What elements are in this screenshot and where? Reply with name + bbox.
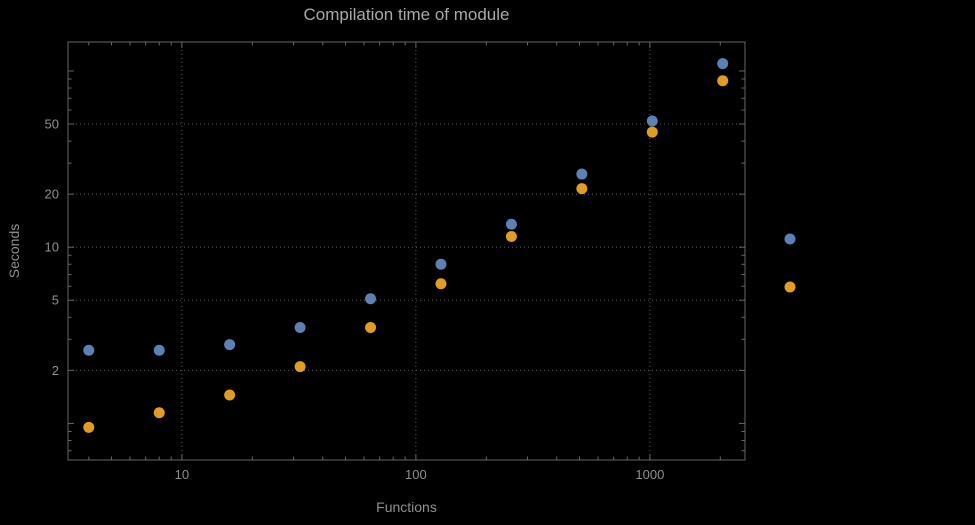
data-point-blue <box>505 218 517 230</box>
data-point-blue <box>83 344 95 356</box>
data-point-blue <box>365 293 377 305</box>
data-point-orange <box>646 126 658 138</box>
chart-title: Compilation time of module <box>303 5 510 24</box>
y-tick-label: 2 <box>52 363 59 378</box>
data-point-orange <box>435 278 447 290</box>
data-point-orange <box>153 407 165 419</box>
data-point-orange <box>576 183 588 195</box>
legend-marker-blue <box>784 233 796 245</box>
tick-labels: 10 100 1000 2 5 10 20 50 <box>45 117 665 482</box>
y-tick-label: 5 <box>52 293 59 308</box>
series-orange <box>83 75 729 433</box>
x-tick-label: 10 <box>175 467 189 482</box>
plot-frame <box>67 41 746 461</box>
x-tick-label: 100 <box>405 467 427 482</box>
legend-marker-orange <box>784 281 796 293</box>
data-point-orange <box>83 421 95 433</box>
data-point-blue <box>224 339 236 351</box>
data-point-orange <box>224 389 236 401</box>
data-point-blue <box>717 58 729 70</box>
x-axis-label: Functions <box>376 499 437 515</box>
y-tick-label: 50 <box>45 117 59 132</box>
axis-ticks <box>68 42 745 460</box>
data-point-orange <box>365 322 377 334</box>
data-point-blue <box>576 168 588 180</box>
y-tick-label: 20 <box>45 187 59 202</box>
data-point-blue <box>646 115 658 127</box>
x-tick-label: 1000 <box>635 467 664 482</box>
series-blue <box>83 58 729 356</box>
data-point-blue <box>294 322 306 334</box>
data-point-blue <box>435 258 447 270</box>
data-point-orange <box>505 230 517 242</box>
legend <box>784 233 796 293</box>
data-point-orange <box>294 361 306 373</box>
data-point-orange <box>717 75 729 87</box>
data-point-blue <box>153 344 165 356</box>
grid-lines <box>68 42 745 460</box>
y-tick-label: 10 <box>45 240 59 255</box>
